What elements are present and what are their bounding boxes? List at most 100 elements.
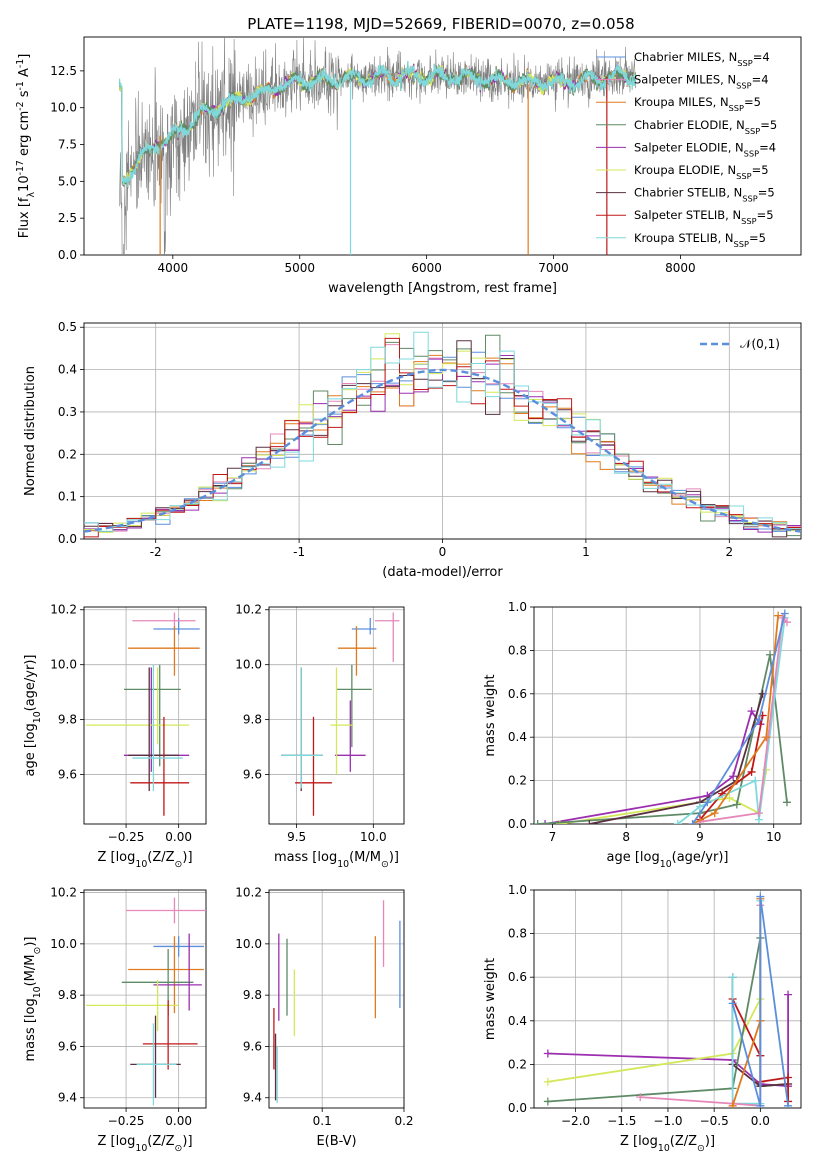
plot-area [86,612,200,816]
weight-marker [774,611,783,620]
x-tick-label: 5000 [284,261,315,275]
y-tick-label: 12.5 [50,64,77,78]
x-tick-label: -1 [293,545,305,559]
weight-marker [728,973,737,982]
observed-spectrum [119,37,637,255]
x-axis-label: Z [log10(Z/Z⊙)] [97,1134,192,1154]
y-tick-label: 10.0 [50,658,77,672]
x-tick-label: −1.5 [607,1114,636,1128]
x-tick-label: 9.5 [287,830,306,844]
weight-marker [534,820,542,824]
x-tick-label: -2 [150,545,162,559]
weight-marker [728,999,737,1008]
weight-marker [747,767,756,776]
y-tick-label: 10.2 [235,603,262,617]
histogram-8 [84,331,801,532]
axes-frame [83,36,802,256]
x-tick-label: 4000 [158,261,189,275]
legend-label: Salpeter STELIB, NSSP=5 [634,208,774,226]
figure-title: PLATE=1198, MJD=52669, FIBERID=0070, z=0… [247,15,634,33]
y-tick-label: 0.2 [508,774,527,788]
weight-marker [782,798,791,807]
axes-frame [268,606,405,825]
panel-residuals: -2 -1 0 1 2 0.0 0.1 0.2 0.3 0.4 0.5 (data-model)/er… [23,320,802,580]
y-tick-label: 0.8 [508,927,527,941]
x-tick-label: 0.2 [394,1114,413,1128]
x-tick-label: 8 [622,830,630,844]
x-tick-label: 0.1 [313,1114,332,1128]
y-tick-label: 0.4 [508,1014,527,1028]
weight-line [589,693,764,824]
weight-marker [725,793,734,802]
y-tick-label: 1.0 [508,600,527,614]
y-tick-label: 1.0 [508,883,527,897]
axes-frame [83,322,802,540]
x-tick-label: 2 [725,545,733,559]
weight-marker [541,820,550,824]
plot-area [86,897,206,1106]
x-tick-label: −0.25 [108,830,145,844]
model-spectrum [118,61,637,188]
weight-line [731,900,762,1105]
weight-marker [728,1101,737,1108]
y-tick-label: 10.2 [50,886,77,900]
x-tick-label: 8000 [665,261,696,275]
weight-line [699,715,764,821]
histogram-5 [84,333,801,533]
x-tick-label: 10 [766,830,781,844]
y-tick-label: 9.8 [243,713,262,727]
plot-area [273,900,401,1103]
legend: Chabrier MILES, NSSP=4 Salpeter MILES, NS… [596,50,777,249]
weight-marker [543,1097,552,1106]
x-tick-label: −0.5 [700,1114,729,1128]
y-tick-label: 0.3 [58,405,77,419]
y-tick-label: 10.0 [235,658,262,672]
legend: 𝒩(0,1) [700,337,780,351]
panel-age_vs_mass: 9.5 10.0 9.6 9.8 10.0 10.2 mass [log10(M/M⊙)] [235,603,405,870]
weight-marker [729,772,738,781]
weight-marker [747,707,756,716]
y-tick-label: 0.8 [508,643,527,657]
y-tick-label: 10.0 [235,937,262,951]
y-axis-label: Flux [fλ10-17 erg cm-2 s-1 A-1] [15,54,37,239]
weight-marker [688,820,697,824]
x-tick-label: −2.0 [561,1114,590,1128]
y-tick-label: 10.0 [50,937,77,951]
y-tick-label: 0.0 [58,248,77,262]
x-tick-label: 0.00 [165,830,192,844]
panel-age_vs_Z: −0.25 0.00 9.6 9.8 10.0 10.2 Z [log10(Z/Z⊙)] ag… [23,603,207,870]
weight-marker [695,802,704,811]
panel-weight_vs_age: 7 8 9 10 0.0 0.2 0.4 0.6 0.8 1.0 age [log10(age/yr… [483,600,802,870]
x-tick-label: 7000 [538,261,569,275]
legend-label: Kroupa MILES, NSSP=5 [634,95,761,113]
x-tick-label: 0.0 [751,1114,770,1128]
weight-marker [756,892,765,901]
y-axis-label: age [log10(age/yr)] [23,655,43,777]
panel-weight_vs_Z: −2.0 −1.5 −1.0 −0.5 0.0 0.0 0.2 0.4 0.6 0.8 1.0 Z [… [483,883,802,1154]
legend-label: Chabrier ELODIE, NSSP=5 [634,118,777,136]
y-tick-label: 9.6 [58,1039,77,1053]
panel-mass_vs_Z: −0.25 0.00 9.4 9.6 9.8 10.0 10.2 Z [log10(Z/Z⊙)… [23,886,207,1154]
x-axis-label: age [log10(age/yr)] [607,850,729,870]
weight-marker [710,809,719,818]
legend-label: Salpeter MILES, NSSP=4 [634,73,769,91]
weight-marker [762,733,771,742]
weight-marker [754,809,763,818]
y-tick-label: 9.4 [243,1091,262,1105]
y-tick-label: 9.8 [58,713,77,727]
x-tick-label: 9 [696,830,704,844]
y-axis-label: mass weight [483,674,498,756]
y-axis-label: mass [log10(M/M⊙)] [23,937,43,1062]
y-tick-label: 7.5 [58,138,77,152]
weight-marker [703,798,712,807]
x-tick-label: 6000 [411,261,442,275]
y-tick-label: 0.6 [508,687,527,701]
x-tick-label: 7 [549,830,557,844]
y-tick-label: 9.6 [243,1039,262,1053]
x-axis-label: (data-model)/error [382,565,503,580]
x-axis-label: Z [log10(Z/Z⊙)] [620,1134,715,1154]
panel-mass_vs_ebv: 0.1 0.2 9.4 9.6 9.8 10.0 10.2 E(B-V) [235,886,413,1149]
weight-line [692,615,779,824]
weight-line [691,613,786,824]
